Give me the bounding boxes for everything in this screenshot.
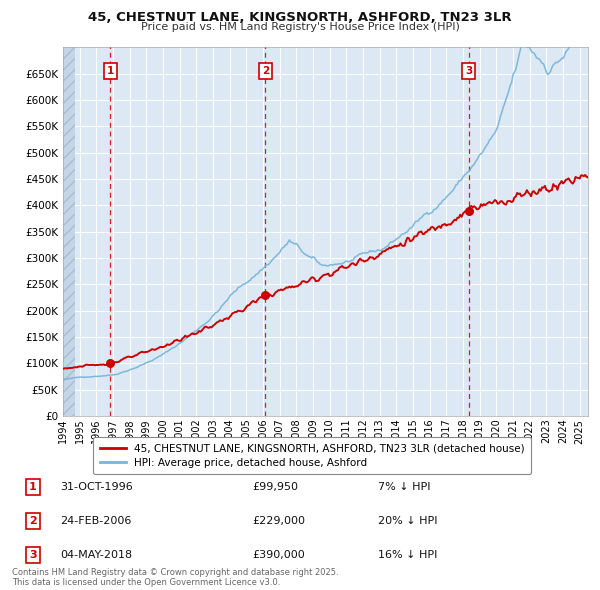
Text: 3: 3 (465, 66, 472, 76)
Text: 16% ↓ HPI: 16% ↓ HPI (378, 550, 437, 560)
Text: 7% ↓ HPI: 7% ↓ HPI (378, 482, 431, 491)
Text: 31-OCT-1996: 31-OCT-1996 (60, 482, 133, 491)
Text: 1: 1 (29, 482, 37, 491)
Text: Price paid vs. HM Land Registry's House Price Index (HPI): Price paid vs. HM Land Registry's House … (140, 22, 460, 32)
Text: £229,000: £229,000 (252, 516, 305, 526)
Text: 45, CHESTNUT LANE, KINGSNORTH, ASHFORD, TN23 3LR: 45, CHESTNUT LANE, KINGSNORTH, ASHFORD, … (88, 11, 512, 24)
Text: Contains HM Land Registry data © Crown copyright and database right 2025.
This d: Contains HM Land Registry data © Crown c… (12, 568, 338, 587)
Text: 2: 2 (262, 66, 269, 76)
Text: 04-MAY-2018: 04-MAY-2018 (60, 550, 132, 560)
Text: 24-FEB-2006: 24-FEB-2006 (60, 516, 131, 526)
Text: £390,000: £390,000 (252, 550, 305, 560)
Text: £99,950: £99,950 (252, 482, 298, 491)
Text: 3: 3 (29, 550, 37, 560)
Text: 1: 1 (107, 66, 114, 76)
Text: 2: 2 (29, 516, 37, 526)
Text: 20% ↓ HPI: 20% ↓ HPI (378, 516, 437, 526)
Legend: 45, CHESTNUT LANE, KINGSNORTH, ASHFORD, TN23 3LR (detached house), HPI: Average : 45, CHESTNUT LANE, KINGSNORTH, ASHFORD, … (93, 437, 531, 474)
Bar (63, 47, 75, 416)
